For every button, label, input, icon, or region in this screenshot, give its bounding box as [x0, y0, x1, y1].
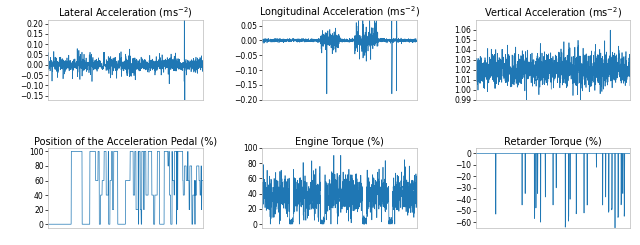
Title: Vertical Acceleration (ms$^{-2}$): Vertical Acceleration (ms$^{-2}$)	[484, 5, 622, 20]
Title: Position of the Acceleration Pedal (%): Position of the Acceleration Pedal (%)	[34, 137, 217, 147]
Title: Engine Torque (%): Engine Torque (%)	[295, 137, 383, 147]
Title: Retarder Torque (%): Retarder Torque (%)	[504, 137, 602, 147]
Title: Longitudinal Acceleration (ms$^{-2}$): Longitudinal Acceleration (ms$^{-2}$)	[259, 4, 420, 20]
Title: Lateral Acceleration (ms$^{-2}$): Lateral Acceleration (ms$^{-2}$)	[58, 5, 193, 20]
